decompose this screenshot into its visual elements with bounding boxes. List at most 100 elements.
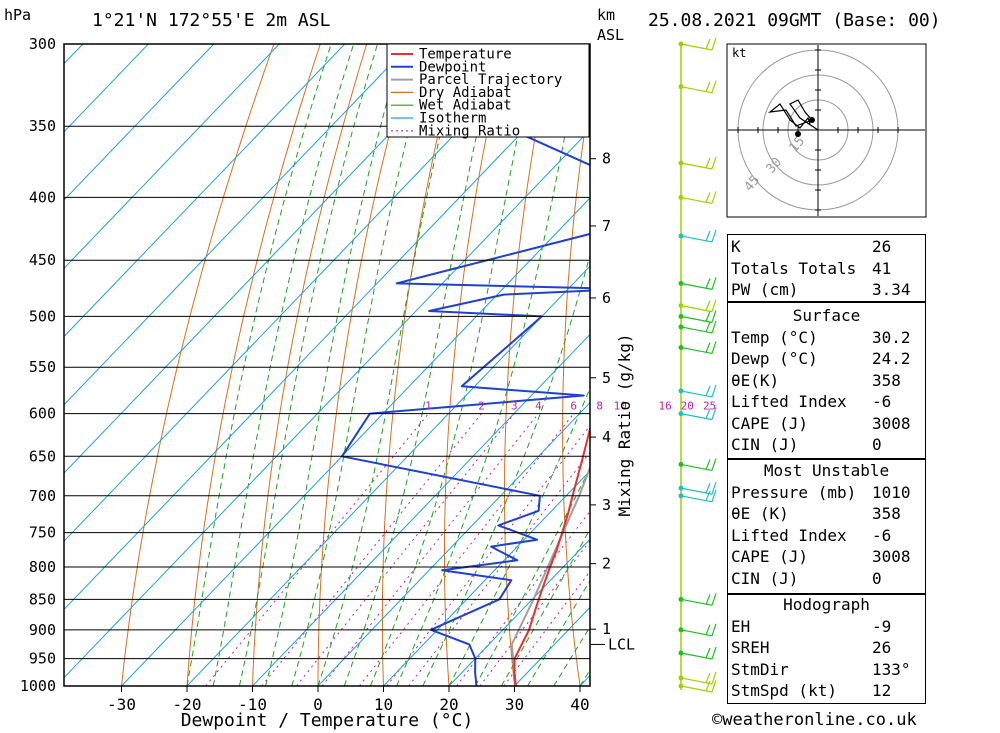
dewpoint-line (341, 106, 590, 686)
isotherm-line (383, 470, 590, 686)
pressure-tick-label: 650 (29, 447, 56, 465)
pressure-tick-label: 950 (29, 650, 56, 668)
hodo-row: SREH 26 (731, 638, 892, 657)
isotherm-line (64, 129, 590, 679)
pressure-tick-label: 350 (29, 117, 56, 135)
surface-row: θE(K) 358 (731, 370, 901, 390)
surface-row: Dewp (°C) 24.2 (731, 349, 911, 368)
isotherm-line (64, 44, 215, 201)
legend-entry: Wet Adiabat (419, 98, 512, 114)
wind-barb-column (678, 37, 717, 693)
mu-row: θE (K) 358 (731, 504, 901, 523)
surface-row: Lifted Index -6 (731, 392, 892, 411)
km-tick-label: 7 (602, 217, 611, 235)
mixing-ratio-line (359, 413, 575, 686)
dry-adiabat-line (121, 44, 275, 686)
lcl-label: LCL (608, 635, 635, 653)
isotherm-line (64, 44, 280, 270)
wet-adiabat-line (317, 44, 463, 686)
legend-entry: Parcel Trajectory (419, 72, 562, 88)
pressure-tick-label: 850 (29, 590, 56, 608)
dry-adiabat-line (504, 44, 553, 686)
indices-mu-table: Most Unstable Pressure (mb) 1010 θE (K) 35… (727, 460, 926, 589)
dry-adiabat-line (562, 92, 590, 686)
pressure-tick-label: 800 (29, 558, 56, 576)
wind-barb (680, 156, 717, 170)
mixing-ratio-label: 10 (614, 400, 627, 413)
dry-adiabat-line (970, 44, 1000, 686)
mixing-ratio-label: 25 (703, 400, 716, 413)
hodograph-title: Hodograph (783, 595, 870, 614)
temp-tick-label: 40 (570, 695, 589, 714)
temp-tick-label: 20 (439, 695, 458, 714)
wet-adiabat-line (343, 44, 498, 686)
isotherm-line (64, 44, 346, 338)
isotherm-line (64, 44, 542, 542)
wind-barb (680, 593, 717, 606)
wind-barb (680, 310, 717, 323)
hodograph-storm-motion (809, 117, 815, 123)
mixing-ratio-line (261, 413, 482, 686)
mu-row: Pressure (mb) 1010 (731, 482, 911, 502)
y-axis-title: Mixing Ratio (g/kg) (615, 333, 634, 516)
isotherm-line (317, 401, 590, 686)
pressure-tick-label: 450 (29, 251, 56, 269)
pressure-tick-label: 1000 (20, 677, 56, 695)
pressure-tick-label: 900 (29, 621, 56, 639)
legend-entry: Dry Adiabat (419, 85, 512, 101)
mixing-ratio-line (503, 570, 590, 686)
legend-entry: Temperature (419, 47, 512, 63)
wind-barb (680, 341, 717, 355)
indices-general-box (727, 234, 926, 302)
wind-barb (680, 623, 717, 637)
km-tick-label: 4 (602, 428, 611, 446)
mixing-ratio-label: 16 (659, 400, 672, 413)
dry-adiabat-line (924, 44, 1000, 686)
isotherm-line (121, 197, 590, 686)
wet-adiabat-line (396, 44, 584, 686)
dry-adiabat-line (252, 44, 368, 686)
mixing-ratio-label: 3 (511, 400, 518, 413)
km-tick-label: 2 (602, 555, 611, 573)
temp-tick-label: 0 (313, 695, 323, 714)
index-row-pw: PW (cm) 3.34 (731, 280, 911, 299)
indices-hodo-table: Hodograph EH -9 SREH 26 StmDir 133° StmSpd … (727, 594, 926, 702)
wind-barb (680, 277, 717, 290)
dry-adiabat-line (186, 44, 321, 686)
wet-adiabat-line (212, 44, 355, 686)
wind-barb (680, 489, 717, 503)
wind-barb (680, 384, 717, 398)
mu-row: Lifted Index -6 (731, 525, 892, 545)
surface-row: Temp (°C) 30.2 (731, 327, 911, 347)
hodo-row: StmSpd (kt) 12 (731, 681, 892, 700)
surface-row: CIN (J) 0 (731, 435, 882, 454)
temp-tick-label: 30 (505, 695, 524, 714)
wind-barb (680, 320, 717, 334)
copyright-link[interactable]: ©weatheronline.co.uk (712, 710, 917, 730)
isotherm-line (64, 44, 477, 474)
mixing-ratio-line (321, 413, 539, 686)
temp-tick-label: 10 (374, 695, 393, 714)
mixing-ratio-label: 1 (425, 400, 432, 413)
mixing-ratio-label: 6 (570, 400, 577, 413)
wind-barb (680, 191, 717, 204)
temperature-line (513, 424, 590, 686)
wind-barb (680, 679, 717, 693)
indices-hodo-box (727, 594, 926, 704)
wind-barb (680, 229, 717, 243)
legend-entry: Dewpoint (419, 59, 486, 75)
isotherm-line (64, 60, 590, 611)
pressure-tick-label: 550 (29, 358, 56, 376)
wind-barb (680, 80, 717, 94)
km-tick-label: 5 (602, 369, 611, 387)
pressure-tick-label: 750 (29, 524, 56, 542)
km-tick-label: 8 (602, 150, 611, 168)
km-tick-label: 1 (602, 620, 611, 638)
wind-barb (680, 37, 717, 51)
index-row-k: K 26 (731, 237, 892, 256)
hodograph-unit: kt (732, 46, 746, 60)
index-row-totals: Totals Totals 41 (731, 258, 892, 278)
hodo-row: StmDir 133° (731, 659, 911, 679)
